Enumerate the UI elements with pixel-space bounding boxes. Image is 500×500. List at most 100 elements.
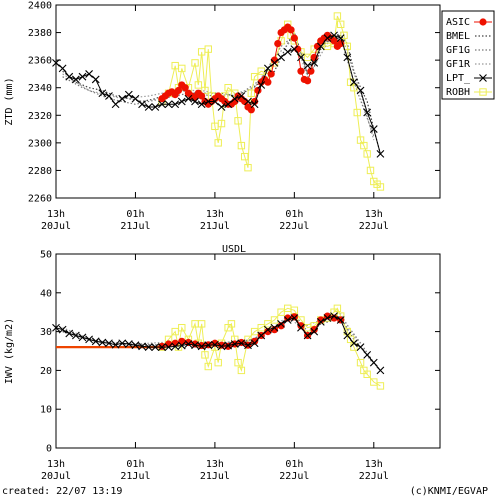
data-point xyxy=(350,78,358,87)
data-point xyxy=(91,337,100,346)
data-point xyxy=(214,358,222,367)
x-tick-date-label: 20Jul xyxy=(41,221,71,232)
data-point xyxy=(340,31,348,40)
data-point xyxy=(194,81,203,89)
data-point xyxy=(360,141,368,150)
x-tick-label: 13h xyxy=(365,459,383,470)
chart-panel-1: 2260228023002320234023602380240013h20Jul… xyxy=(4,1,495,232)
data-point xyxy=(118,94,127,103)
data-point xyxy=(58,64,67,73)
legend-swatch-marker xyxy=(479,18,487,26)
data-point xyxy=(323,34,332,42)
plot-frame xyxy=(55,4,441,199)
data-point xyxy=(78,333,87,342)
data-point xyxy=(211,97,219,106)
data-point xyxy=(144,103,153,111)
data-point xyxy=(52,323,60,332)
data-point xyxy=(214,139,222,147)
data-point xyxy=(270,59,279,67)
data-point xyxy=(363,150,371,158)
data-point xyxy=(363,370,371,378)
data-point xyxy=(356,86,365,95)
data-point xyxy=(198,92,206,100)
x-tick-date-label: 21Jul xyxy=(120,221,150,232)
data-point xyxy=(297,322,305,330)
data-point xyxy=(52,59,60,67)
legend-label-lpt: LPT_ xyxy=(446,73,471,84)
data-point xyxy=(330,31,338,40)
created-timestamp: created: 22/07 13:19 xyxy=(2,486,123,497)
data-point xyxy=(177,97,186,106)
data-point xyxy=(290,45,299,54)
data-point xyxy=(376,183,385,191)
legend-label-robh: ROBH xyxy=(446,87,470,98)
data-point xyxy=(164,343,173,352)
data-point xyxy=(85,335,93,344)
data-point xyxy=(303,61,312,70)
x-tick-date-label: 22Jul xyxy=(359,221,389,232)
data-point xyxy=(346,335,355,344)
data-point xyxy=(91,75,100,84)
data-point xyxy=(333,12,342,20)
data-point xyxy=(290,314,299,322)
data-point xyxy=(230,340,239,348)
data-point xyxy=(111,100,120,109)
data-point xyxy=(250,72,259,81)
y-tick-label: 2380 xyxy=(28,28,52,39)
legend-swatch-marker xyxy=(479,88,487,96)
series-robh xyxy=(158,12,385,191)
data-point xyxy=(191,59,199,67)
data-point xyxy=(151,103,160,111)
y-tick-label: 0 xyxy=(46,444,52,455)
data-point xyxy=(264,78,272,86)
chart-title: USDL xyxy=(222,244,246,255)
data-point xyxy=(131,341,140,350)
data-point xyxy=(65,329,74,338)
data-point xyxy=(204,45,212,53)
data-point xyxy=(191,340,199,348)
data-point xyxy=(124,90,133,99)
data-point xyxy=(277,53,285,62)
data-point xyxy=(85,70,93,78)
legend-swatch-marker xyxy=(479,74,487,82)
y-tick-label: 2280 xyxy=(28,166,52,177)
x-tick-label: 13h xyxy=(47,459,65,470)
data-point xyxy=(158,343,166,352)
data-point xyxy=(244,163,252,172)
y-tick-label: 50 xyxy=(40,250,52,261)
data-point xyxy=(316,42,325,51)
series-gf1r xyxy=(62,31,375,141)
x-tick-label: 01h xyxy=(126,209,144,220)
data-point xyxy=(277,322,285,330)
chart-panel-2: 0102030405013h20Jul01h21Jul13h21Jul01h22… xyxy=(4,244,441,482)
x-tick-label: 01h xyxy=(126,459,144,470)
data-point xyxy=(171,327,179,336)
data-point xyxy=(151,343,160,352)
y-tick-label: 2320 xyxy=(28,111,52,122)
data-point xyxy=(257,331,266,340)
data-point xyxy=(277,319,285,328)
data-point xyxy=(247,106,255,114)
data-point xyxy=(336,316,345,324)
data-point xyxy=(336,34,345,42)
data-point xyxy=(277,308,285,316)
legend-label-gf1g: GF1G xyxy=(446,45,470,56)
x-tick-label: 13h xyxy=(47,209,65,220)
data-point xyxy=(274,40,282,48)
x-tick-date-label: 21Jul xyxy=(200,221,230,232)
data-point xyxy=(124,340,133,348)
data-point xyxy=(191,97,199,106)
data-point xyxy=(290,313,298,321)
x-tick-label: 13h xyxy=(365,209,383,220)
data-point xyxy=(171,342,180,351)
y-axis-label: ZTD (mm) xyxy=(4,77,15,125)
data-point xyxy=(237,141,246,150)
data-point xyxy=(138,100,146,109)
data-point xyxy=(227,320,236,328)
y-axis-label: IWV (kg/m2) xyxy=(4,318,15,384)
data-point xyxy=(376,366,385,375)
x-tick-label: 01h xyxy=(285,459,303,470)
data-point xyxy=(174,86,183,95)
data-point xyxy=(257,324,265,332)
